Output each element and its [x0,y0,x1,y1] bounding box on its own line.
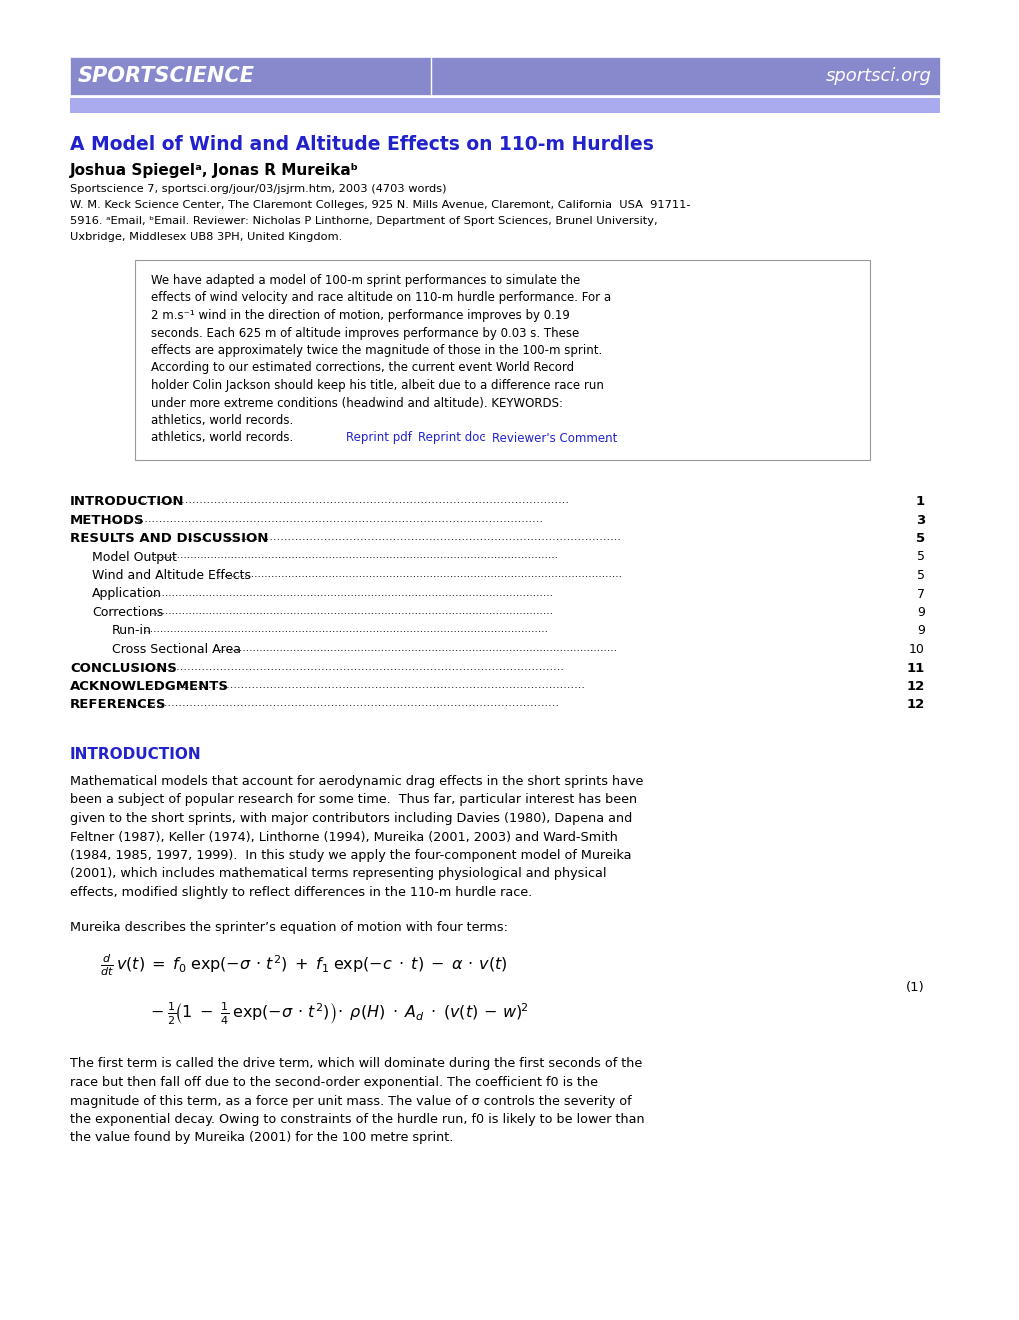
Text: 11: 11 [906,661,924,675]
Text: ................................................................................: ........................................… [129,661,564,672]
Text: RESULTS AND DISCUSSION: RESULTS AND DISCUSSION [70,532,268,545]
Text: INTRODUCTION: INTRODUCTION [70,495,184,508]
Text: Mathematical models that account for aerodynamic drag effects in the short sprin: Mathematical models that account for aer… [70,775,643,788]
Bar [70,98,940,114]
Text: W. M. Keck Science Center, The Claremont Colleges, 925 N. Mills Avenue, Claremon: W. M. Keck Science Center, The Claremont… [70,201,690,210]
Text: under more extreme conditions (headwind and altitude). KEYWORDS:: under more extreme conditions (headwind … [151,396,562,409]
Text: 9: 9 [916,606,924,619]
Text: 3: 3 [915,513,924,527]
Text: given to the short sprints, with major contributors including Davies (1980), Dap: given to the short sprints, with major c… [70,812,632,825]
Text: (1): (1) [905,981,924,994]
Text: Application: Application [92,587,162,601]
Text: athletics, world records.: athletics, world records. [151,414,301,426]
Text: been a subject of popular research for some time.  Thus far, particular interest: been a subject of popular research for s… [70,793,637,807]
Text: 2 m.s⁻¹ wind in the direction of motion, performance improves by 0.19: 2 m.s⁻¹ wind in the direction of motion,… [151,309,570,322]
Text: ................................................................................: ........................................… [124,698,558,709]
Text: ................................................................................: ........................................… [108,513,543,524]
Text: Corrections: Corrections [92,606,163,619]
Text: INTRODUCTION: INTRODUCTION [70,747,202,762]
Text: race but then fall off due to the second-order exponential. The coefficient f0 i: race but then fall off due to the second… [70,1076,597,1089]
Text: SPORTSCIENCE: SPORTSCIENCE [77,66,255,86]
Text: Sportscience 7, sportsci.org/jour/03/jsjrm.htm, 2003 (4703 words): Sportscience 7, sportsci.org/jour/03/jsj… [70,183,446,194]
Text: 9: 9 [916,624,924,638]
Text: effects are approximately twice the magnitude of those in the 100-m sprint.: effects are approximately twice the magn… [151,345,601,356]
Text: ................................................................................: ........................................… [135,495,570,506]
Text: .: . [603,432,607,445]
Text: sportsci.org: sportsci.org [825,67,931,84]
Text: 5: 5 [915,532,924,545]
Text: 5916. ᵃEmail, ᵇEmail. Reviewer: Nicholas P Linthorne, Department of Sport Scienc: 5916. ᵃEmail, ᵇEmail. Reviewer: Nicholas… [70,216,657,226]
Text: Uxbridge, Middlesex UB8 3PH, United Kingdom.: Uxbridge, Middlesex UB8 3PH, United King… [70,232,342,242]
Text: magnitude of this term, as a force per unit mass. The value of σ controls the se: magnitude of this term, as a force per u… [70,1094,631,1107]
Text: ................................................................................: ........................................… [144,624,548,635]
Text: 5: 5 [916,569,924,582]
Text: ................................................................................: ........................................… [153,550,557,561]
Text: Mureika describes the sprinter’s equation of motion with four terms:: Mureika describes the sprinter’s equatio… [70,920,507,933]
Text: seconds. Each 625 m of altitude improves performance by 0.03 s. These: seconds. Each 625 m of altitude improves… [151,326,579,339]
Text: $-\;\frac{1}{2}\!\left(1\;-\;\frac{1}{4}\,\mathrm{exp}(-\sigma\,\cdot\,t^2)\righ: $-\;\frac{1}{2}\!\left(1\;-\;\frac{1}{4}… [150,1001,528,1027]
Bar [70,57,940,95]
Text: ................................................................................: ........................................… [213,643,618,653]
Text: Cross Sectional Area: Cross Sectional Area [112,643,240,656]
Text: REFERENCES: REFERENCES [70,698,166,711]
Text: ................................................................................: ........................................… [150,680,585,690]
Text: CONCLUSIONS: CONCLUSIONS [70,661,176,675]
Text: METHODS: METHODS [70,513,145,527]
Text: 5: 5 [916,550,924,564]
Text: (2001), which includes mathematical terms representing physiological and physica: (2001), which includes mathematical term… [70,867,606,880]
Text: effects of wind velocity and race altitude on 110-m hurdle performance. For a: effects of wind velocity and race altitu… [151,292,610,305]
Text: ................................................................................: ........................................… [217,569,623,579]
Text: Reprint pdf: Reprint pdf [345,432,412,445]
Text: We have adapted a model of 100-m sprint performances to simulate the: We have adapted a model of 100-m sprint … [151,275,580,286]
Text: Model Output: Model Output [92,550,176,564]
Text: Feltner (1987), Keller (1974), Linthorne (1994), Mureika (2001, 2003) and Ward-S: Feltner (1987), Keller (1974), Linthorne… [70,830,618,843]
Bar [135,260,869,459]
Text: A Model of Wind and Altitude Effects on 110-m Hurdles: A Model of Wind and Altitude Effects on … [70,135,653,154]
Text: 12: 12 [906,698,924,711]
Text: the exponential decay. Owing to constraints of the hurdle run, f0 is likely to b: the exponential decay. Owing to constrai… [70,1113,644,1126]
Text: 1: 1 [915,495,924,508]
Text: ACKNOWLEDGMENTS: ACKNOWLEDGMENTS [70,680,229,693]
Text: Wind and Altitude Effects: Wind and Altitude Effects [92,569,251,582]
Text: ................................................................................: ........................................… [149,606,553,616]
Text: the value found by Mureika (2001) for the 100 metre sprint.: the value found by Mureika (2001) for th… [70,1131,452,1144]
Text: Run-in: Run-in [112,624,152,638]
Text: ................................................................................: ........................................… [186,532,622,543]
Text: holder Colin Jackson should keep his title, albeit due to a difference race run: holder Colin Jackson should keep his tit… [151,379,603,392]
Text: Reprint doc: Reprint doc [418,432,485,445]
Text: effects, modified slightly to reflect differences in the 110-m hurdle race.: effects, modified slightly to reflect di… [70,886,532,899]
Text: athletics, world records.: athletics, world records. [151,432,301,445]
Text: 10: 10 [908,643,924,656]
Text: According to our estimated corrections, the current event World Record: According to our estimated corrections, … [151,362,574,375]
Text: ·: · [408,432,412,445]
Text: Joshua Spiegelᵃ, Jonas R Mureikaᵇ: Joshua Spiegelᵃ, Jonas R Mureikaᵇ [70,162,359,178]
Text: $\frac{d}{dt}\,v(t)\;=\;f_0\;\mathrm{exp}(-\sigma\,\cdot\,t^2)\;+\;f_1\;\mathrm{: $\frac{d}{dt}\,v(t)\;=\;f_0\;\mathrm{exp… [100,953,507,978]
Text: Reviewer's Comment: Reviewer's Comment [491,432,616,445]
Text: (1984, 1985, 1997, 1999).  In this study we apply the four-component model of Mu: (1984, 1985, 1997, 1999). In this study … [70,849,631,862]
Text: ·: · [482,432,485,445]
Text: 7: 7 [916,587,924,601]
Text: ................................................................................: ........................................… [149,587,553,598]
Text: 12: 12 [906,680,924,693]
Text: The first term is called the drive term, which will dominate during the first se: The first term is called the drive term,… [70,1057,642,1071]
